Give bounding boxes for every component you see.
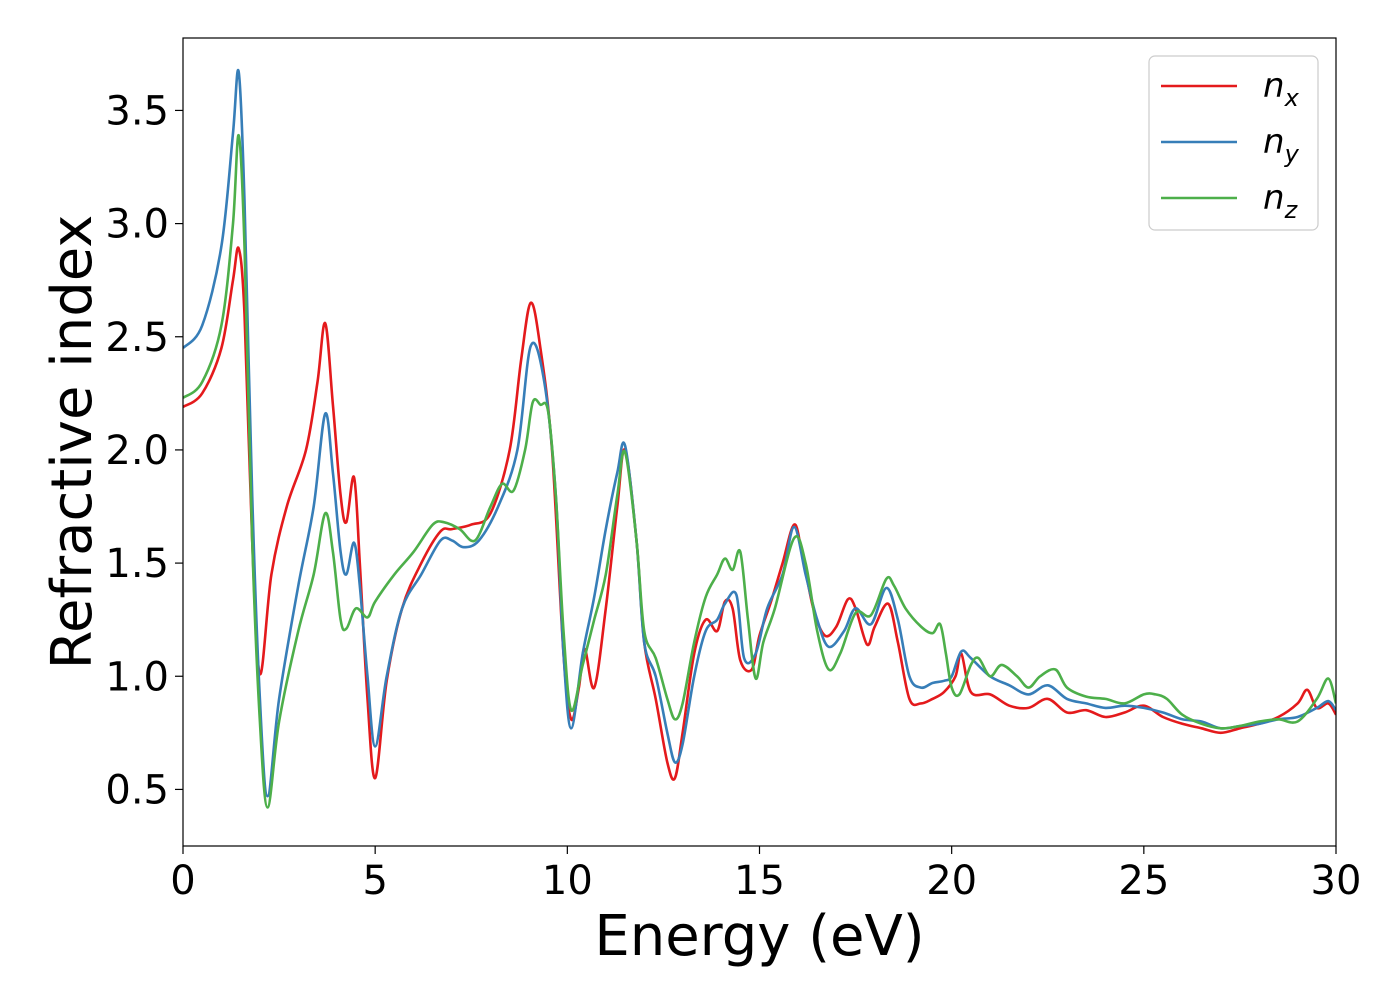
x-tick-label: 5 [362,858,387,904]
legend-label-base: n [1263,178,1285,218]
legend-label-subscript: x [1284,84,1300,112]
y-axis-label: Refractive index [40,215,105,670]
legend-label-subscript: y [1284,140,1300,168]
y-tick-label: 2.5 [105,315,169,361]
legend-label-n_x: nx [1263,66,1300,112]
x-tick-label: 30 [1311,858,1362,904]
legend-label-n_y: ny [1263,122,1300,168]
y-axis-ticks: 0.5 1.0 1.5 2.0 2.5 3.0 3.5 [105,88,183,813]
series-line-n_z [183,133,1336,809]
x-tick-label: 25 [1118,858,1169,904]
x-tick-label: 0 [170,858,195,904]
y-tick-label: 1.0 [105,654,169,700]
legend-label-n_z: nz [1263,178,1299,224]
y-tick-label: 0.5 [105,767,169,813]
legend-label-base: n [1263,122,1285,162]
x-tick-label: 10 [542,858,593,904]
y-tick-label: 2.0 [105,428,169,474]
legend-label-base: n [1263,66,1285,106]
x-tick-label: 15 [734,858,785,904]
y-tick-label: 1.5 [105,541,169,587]
y-tick-label: 3.0 [105,202,169,248]
x-axis-ticks: 0 5 10 15 20 25 30 [170,846,1361,904]
legend-label-subscript: z [1284,196,1299,224]
y-tick-label: 3.5 [105,88,169,134]
x-tick-label: 20 [926,858,977,904]
series-line-n_y [183,68,1336,798]
plot-layer [183,68,1336,809]
x-axis-label: Energy (eV) [594,904,924,969]
series-line-n_x [183,246,1336,781]
